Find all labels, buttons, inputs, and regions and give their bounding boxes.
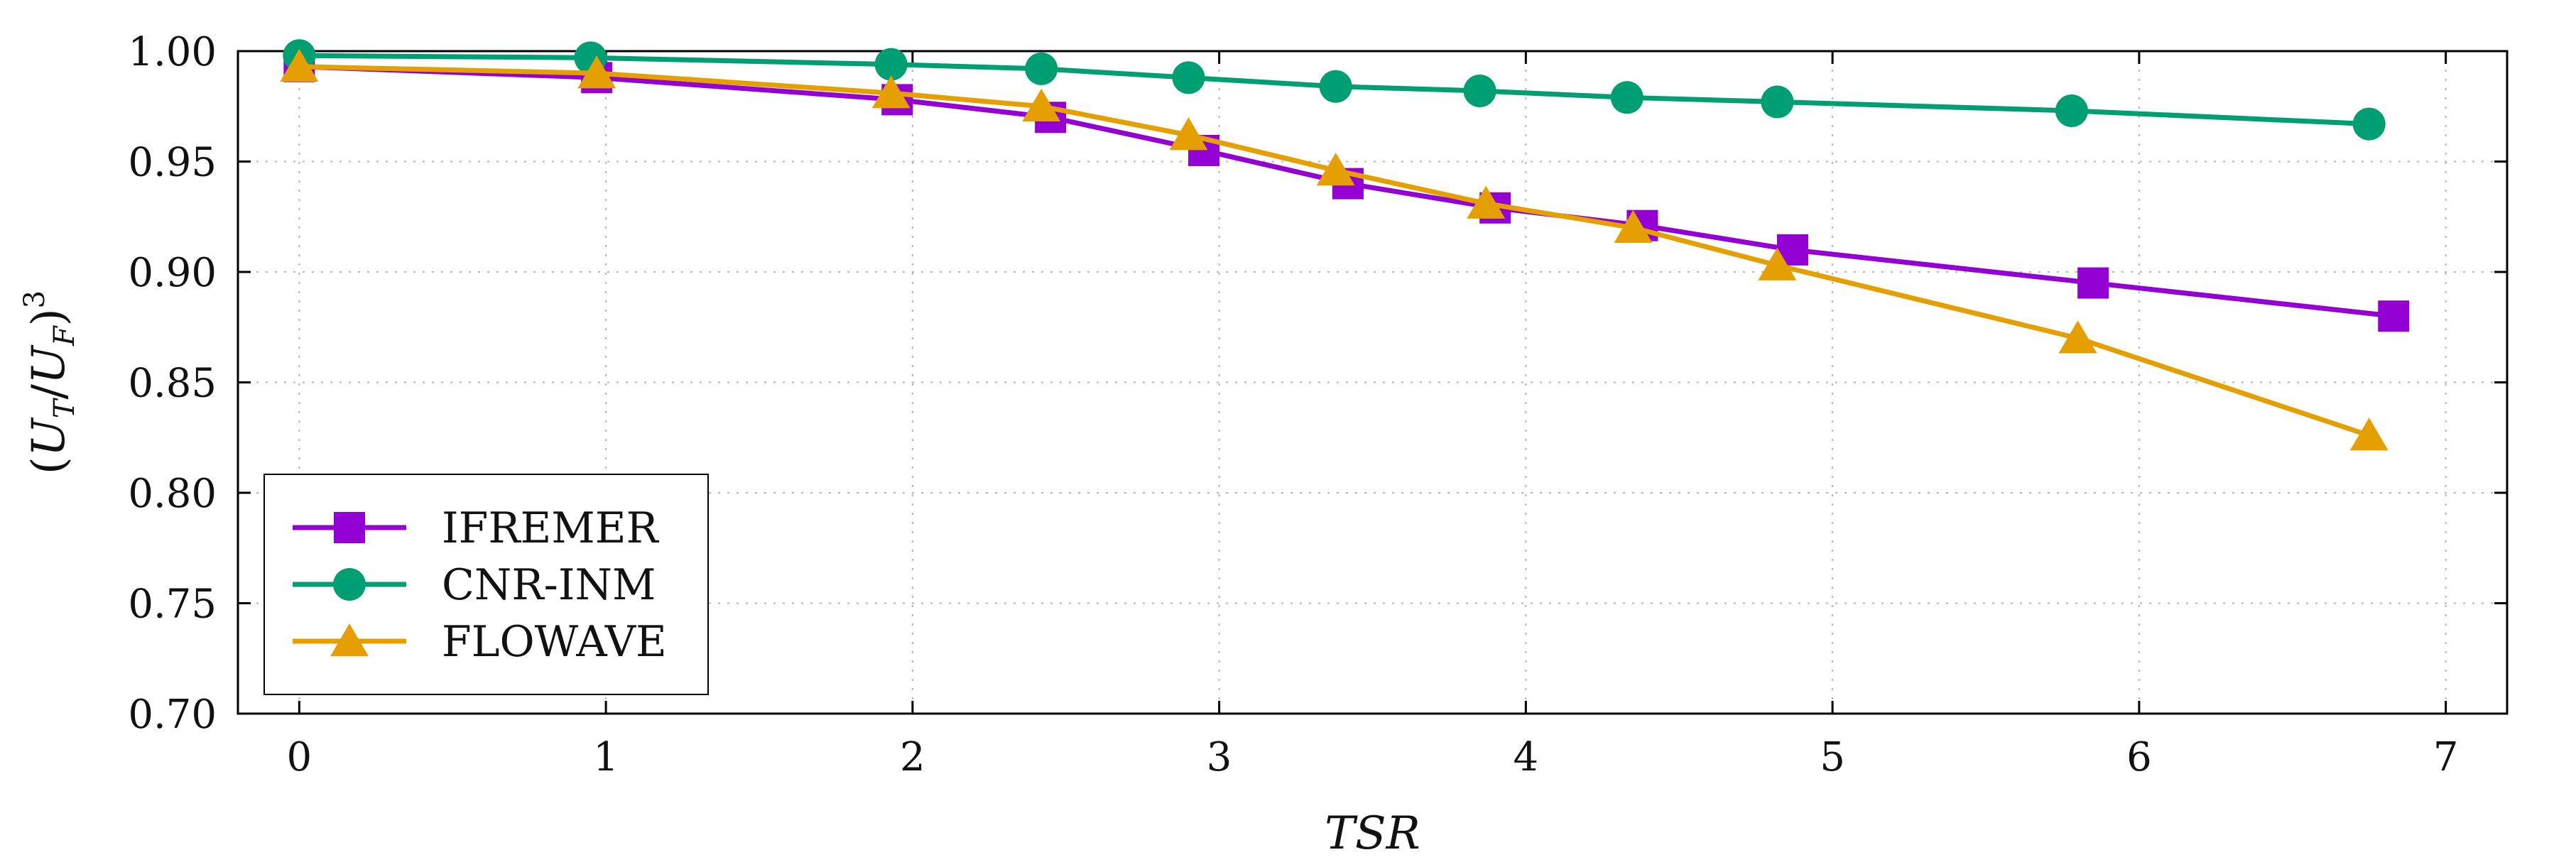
x-axis-title: TSR <box>1325 807 1420 860</box>
series-flowave <box>280 48 2388 451</box>
data-point-flowave <box>1022 88 1061 121</box>
data-point-cnr-inm <box>1463 74 1496 107</box>
y-tick-label: 0.85 <box>128 361 217 407</box>
legend-entry-cnr-inm: CNR-INM <box>293 560 656 610</box>
y-tick-label: 0.70 <box>128 692 217 738</box>
data-point-flowave <box>2349 418 2388 451</box>
x-tick-label: 0 <box>287 734 313 780</box>
legend-swatch-marker <box>330 623 369 657</box>
x-tick-label: 4 <box>1513 734 1539 780</box>
x-tick-label: 2 <box>900 734 925 780</box>
y-tick-label: 0.90 <box>128 250 217 296</box>
data-point-cnr-inm <box>2055 94 2088 127</box>
x-tick-label: 3 <box>1207 734 1232 780</box>
series-line-flowave <box>299 64 2370 438</box>
y-axis-title: (UT/UF)3 <box>18 290 81 474</box>
data-point-flowave <box>1316 152 1355 186</box>
legend-swatch-marker <box>334 512 365 543</box>
y-tick-label: 0.75 <box>128 582 217 628</box>
x-tick-label: 1 <box>593 734 619 780</box>
series-cnr-inm <box>283 39 2386 141</box>
data-point-flowave <box>280 48 319 82</box>
data-point-cnr-inm <box>1761 85 1794 119</box>
legend-entry-ifremer: IFREMER <box>293 503 660 553</box>
legend-entry-flowave: FLOWAVE <box>293 617 667 667</box>
data-point-flowave <box>1467 185 1506 219</box>
data-point-flowave <box>1614 209 1653 244</box>
legend-label: FLOWAVE <box>442 617 667 667</box>
data-point-flowave <box>1758 247 1797 280</box>
data-point-cnr-inm <box>1025 52 1058 85</box>
data-point-ifremer <box>2378 300 2410 332</box>
legend-label: IFREMER <box>442 503 660 553</box>
y-tick-label: 0.80 <box>128 471 217 517</box>
data-point-cnr-inm <box>874 48 908 81</box>
y-tick-label: 1.00 <box>128 29 217 75</box>
data-point-cnr-inm <box>1172 61 1205 94</box>
legend-swatch-marker <box>333 568 366 601</box>
axis-ticks: 0 1 2 3 4 5 6 7 0.70 0.75 0.80 0.85 0.90 0.95 1.00 <box>128 29 2507 780</box>
data-point-flowave <box>2058 320 2097 354</box>
data-point-cnr-inm <box>1610 81 1643 114</box>
x-tick-label: 5 <box>1820 734 1845 780</box>
legend-label: CNR-INM <box>442 560 656 610</box>
legend: IFREMER CNR-INM FLOWAVE <box>263 474 709 695</box>
y-tick-label: 0.95 <box>128 140 217 186</box>
data-point-flowave <box>871 75 911 109</box>
data-point-cnr-inm <box>2352 107 2386 141</box>
x-tick-label: 7 <box>2433 734 2459 780</box>
x-tick-label: 6 <box>2126 734 2152 780</box>
data-point-flowave <box>1169 117 1208 151</box>
data-point-cnr-inm <box>1319 70 1352 103</box>
y-axis-title-u-t: U <box>23 417 75 457</box>
series-layer <box>280 39 2410 451</box>
data-point-flowave <box>577 55 616 89</box>
data-point-ifremer <box>2077 267 2109 299</box>
